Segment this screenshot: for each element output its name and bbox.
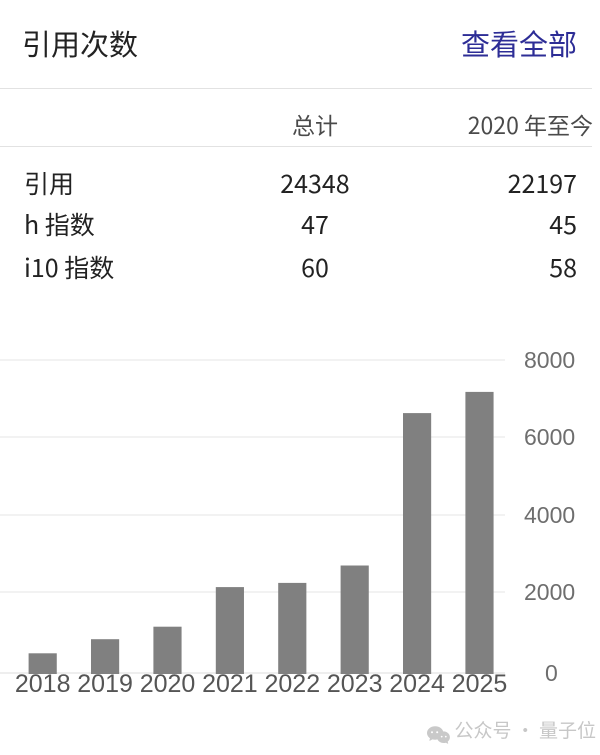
svg-text:4000: 4000 [524,502,575,528]
svg-text:2018: 2018 [15,670,71,698]
svg-text:6000: 6000 [524,424,575,450]
svg-text:2025: 2025 [452,670,508,698]
svg-text:8000: 8000 [524,347,575,373]
svg-text:2000: 2000 [524,579,575,605]
svg-text:2021: 2021 [202,670,258,698]
svg-text:0: 0 [545,660,558,686]
svg-text:2023: 2023 [327,670,383,698]
svg-text:2020: 2020 [140,670,196,698]
svg-text:2024: 2024 [389,670,445,698]
svg-text:2019: 2019 [77,670,133,698]
svg-text:2022: 2022 [264,670,320,698]
